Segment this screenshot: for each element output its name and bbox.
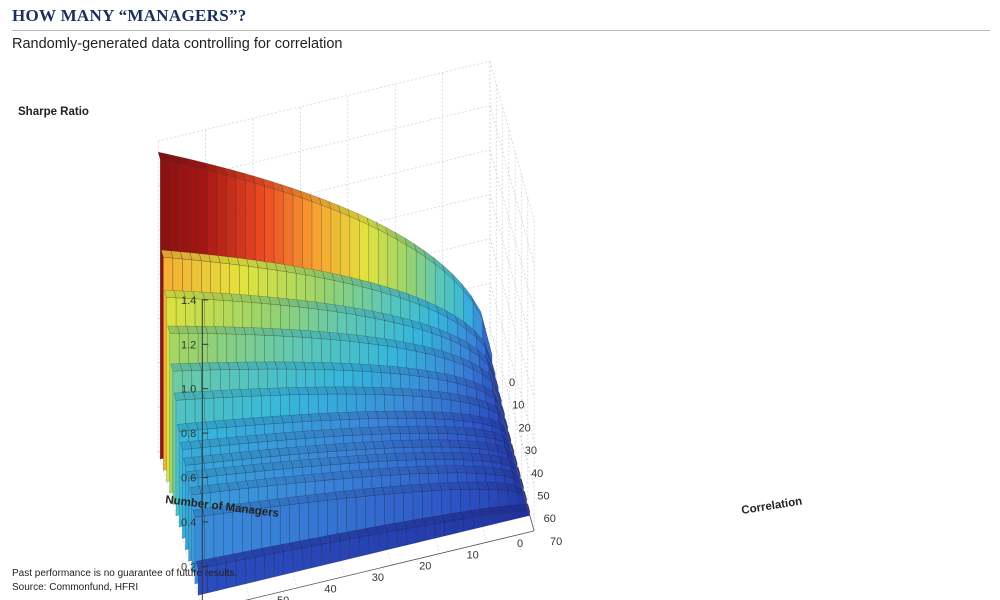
managers-tick-label: 0 xyxy=(517,538,523,550)
managers-tick-label: 30 xyxy=(372,572,384,584)
surface-cell xyxy=(387,530,398,550)
surface-cell xyxy=(453,518,464,534)
surface-cell xyxy=(501,512,512,523)
correlation-tick-label: 70 xyxy=(550,536,562,548)
surface-cell xyxy=(235,559,246,587)
surface-cell xyxy=(406,526,417,546)
surface-cell xyxy=(396,528,407,548)
grid-line xyxy=(489,194,535,354)
managers-tick-label: 10 xyxy=(467,549,479,561)
chart-title: HOW MANY “MANAGERS”? xyxy=(12,6,247,25)
managers-tick-label: 20 xyxy=(419,561,431,573)
surface-cell xyxy=(330,540,341,564)
surface-cell xyxy=(520,510,530,518)
grid-line xyxy=(489,238,535,398)
surface-cell xyxy=(444,520,455,537)
surface-cell xyxy=(377,531,388,553)
title-divider xyxy=(12,30,990,31)
z-tick-label: 0.4 xyxy=(181,517,196,529)
surface-cell xyxy=(472,516,483,530)
chart-subtitle: Randomly-generated data controlling for … xyxy=(12,36,343,52)
correlation-tick-label: 0 xyxy=(509,377,515,389)
z-tick-label: 1.2 xyxy=(181,339,196,351)
z-tick-label: 0.6 xyxy=(181,473,196,485)
surface-cell xyxy=(415,525,426,544)
surface-cell xyxy=(368,533,379,555)
disclaimer-note: Past performance is no guarantee of futu… xyxy=(12,568,238,579)
grid-line xyxy=(489,61,535,221)
surface-cell xyxy=(434,522,445,539)
managers-axis-line xyxy=(245,530,535,600)
surface-cell xyxy=(340,538,350,562)
surface-cell xyxy=(254,555,265,582)
grid-line xyxy=(157,451,200,600)
grid-line xyxy=(489,105,535,265)
correlation-tick-label: 20 xyxy=(518,422,530,434)
z-axis-label: Sharpe Ratio xyxy=(18,106,89,118)
surface-cell xyxy=(491,513,502,525)
z-tick-label: 1.4 xyxy=(181,295,196,307)
correlation-tick-label: 50 xyxy=(537,491,549,503)
surface-cell xyxy=(273,551,284,578)
surface-cell xyxy=(425,523,436,541)
grid-line xyxy=(158,60,491,142)
correlation-tick-label: 60 xyxy=(544,513,556,525)
surface-mesh xyxy=(157,151,531,596)
grid-line xyxy=(489,283,535,443)
surface-cell xyxy=(170,363,183,372)
axes: 0.00.20.40.60.81.01.21.47060504030201007… xyxy=(181,295,562,600)
correlation-tick-label: 30 xyxy=(525,445,537,457)
correlation-axis-line xyxy=(489,371,535,532)
surface-cell xyxy=(183,456,196,466)
grid-line xyxy=(489,327,535,487)
surface-cell xyxy=(264,553,275,580)
grid-line xyxy=(489,149,535,310)
source-note: Source: Commonfund, HFRI xyxy=(12,582,139,593)
managers-tick-label: 40 xyxy=(324,584,336,596)
managers-tick-label: 50 xyxy=(277,595,289,600)
surface-cell xyxy=(292,547,303,573)
correlation-tick-label: 10 xyxy=(512,400,524,412)
z-tick-label: 1.0 xyxy=(181,384,196,396)
surface-cell xyxy=(359,535,369,557)
surface-cell xyxy=(245,557,256,585)
surface-cell xyxy=(180,441,192,450)
surface-cell xyxy=(510,511,521,521)
surface-cell xyxy=(349,537,360,560)
surface-cell xyxy=(283,549,293,575)
surface-cell xyxy=(164,290,177,299)
z-tick-label: 0.2 xyxy=(181,561,196,573)
surface-cell xyxy=(189,486,202,496)
z-tick-label: 0.8 xyxy=(181,428,196,440)
surface-cell xyxy=(311,544,322,569)
surface-cell xyxy=(167,325,180,334)
surface-cell xyxy=(302,546,312,571)
surface-cell xyxy=(463,517,474,532)
correlation-tick-label: 40 xyxy=(531,468,543,480)
y-axis-label: Correlation xyxy=(741,496,803,517)
surface-cell xyxy=(482,514,493,528)
surface-cell xyxy=(321,542,331,566)
